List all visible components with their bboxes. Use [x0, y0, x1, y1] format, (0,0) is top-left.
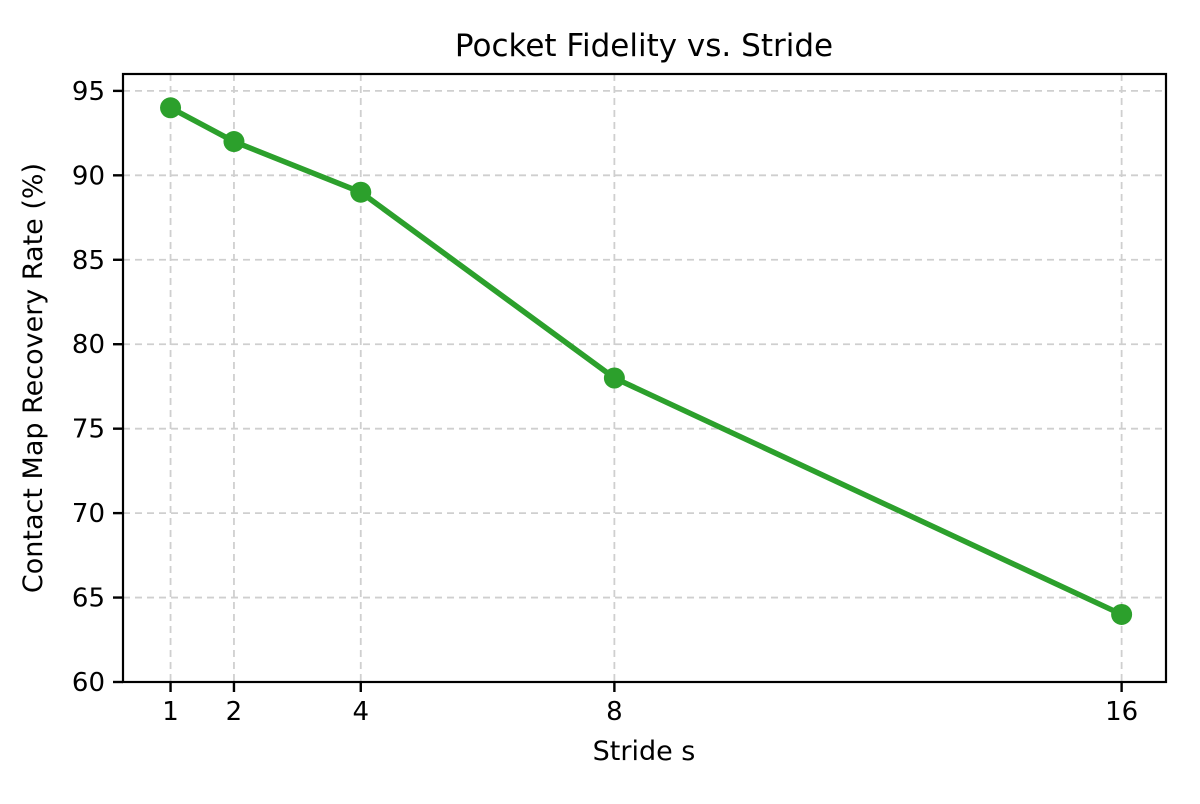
- x-tick-label: 1: [162, 697, 179, 727]
- y-tick-label: 65: [72, 584, 105, 614]
- y-tick-label: 90: [72, 161, 105, 191]
- x-tick-label: 8: [606, 697, 623, 727]
- data-point: [603, 367, 625, 389]
- data-point: [350, 181, 372, 203]
- data-point: [160, 97, 182, 119]
- gridlines: [123, 74, 1166, 683]
- x-tick-label: 4: [352, 697, 369, 727]
- x-tick-label: 2: [226, 697, 243, 727]
- x-tick-label: 16: [1105, 697, 1138, 727]
- y-tick-label: 75: [72, 415, 105, 445]
- y-axis-label: Contact Map Recovery Rate (%): [18, 163, 49, 593]
- data-line: [167, 105, 1125, 618]
- y-tick-label: 60: [72, 668, 105, 698]
- y-tick-label: 85: [72, 246, 105, 276]
- data-point: [1111, 603, 1133, 625]
- y-tick-label: 95: [72, 77, 105, 107]
- y-tick-label: 70: [72, 499, 105, 529]
- axis-ticks: 1 2 4 8 16 60 65 70 75 80 85 90 95: [72, 77, 1138, 727]
- plot-border: [121, 72, 1168, 684]
- x-axis-label: Stride s: [593, 736, 696, 767]
- y-tick-label: 80: [72, 330, 105, 360]
- chart-title: Pocket Fidelity vs. Stride: [455, 28, 833, 64]
- data-series: [160, 97, 1133, 625]
- data-point: [223, 131, 245, 153]
